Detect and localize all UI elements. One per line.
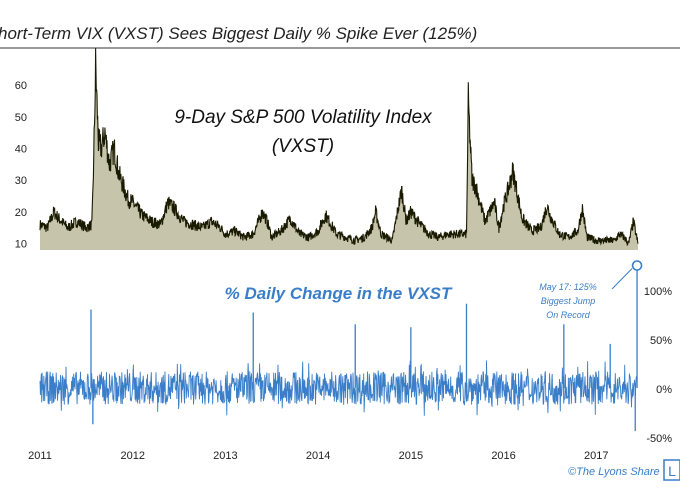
x-tick-label: 2013 — [213, 450, 237, 462]
y-tick-label: 30 — [15, 175, 27, 187]
vxst-area — [40, 48, 638, 251]
source-credit: ©The Lyons Share — [568, 466, 660, 478]
y-tick-label: -50% — [646, 433, 672, 445]
y-tick-label: 60 — [15, 80, 27, 92]
x-axis: 2011 2012 2013 2014 2015 2016 2017 — [28, 450, 608, 462]
x-tick-label: 2011 — [28, 450, 52, 462]
y-tick-label: 20 — [15, 207, 27, 219]
x-tick-label: 2017 — [584, 450, 608, 462]
vxst-level-chart: 10 20 30 40 50 60 — [15, 48, 639, 251]
y-tick-label: 0% — [656, 384, 672, 396]
y-tick-label: 50 — [15, 112, 27, 124]
y-tick-label: 100% — [644, 286, 672, 298]
y-tick-label: 40 — [15, 143, 27, 155]
annotation-text: Biggest Jump — [541, 296, 596, 306]
vxst-line — [39, 48, 639, 247]
x-tick-label: 2015 — [399, 450, 423, 462]
daily-change-line — [39, 360, 638, 416]
y-tick-label: 50% — [650, 335, 672, 347]
x-tick-label: 2012 — [120, 450, 144, 462]
vxst-daily-change-chart: 100% 50% 0% -50% May 17: 125% Biggest Jump On … — [39, 260, 672, 445]
annotation-text: On Record — [546, 310, 591, 320]
chart-title: hort-Term VIX (VXST) Sees Biggest Daily … — [0, 24, 477, 43]
annotation-leader — [611, 268, 633, 290]
top-chart-subtitle: (VXST) — [272, 136, 334, 157]
brand-logo — [663, 459, 680, 481]
top-chart-title: 9-Day S&P 500 Volatility Index — [174, 107, 433, 128]
bottom-chart-title: % Daily Change in the VXST — [225, 284, 453, 303]
annotation-text: May 17: 125% — [539, 282, 597, 292]
x-tick-label: 2016 — [491, 450, 515, 462]
brand-logo-letter: L — [668, 463, 676, 479]
y-tick-label: 10 — [15, 239, 27, 251]
annotation-marker — [631, 260, 643, 271]
x-tick-label: 2014 — [306, 450, 330, 462]
